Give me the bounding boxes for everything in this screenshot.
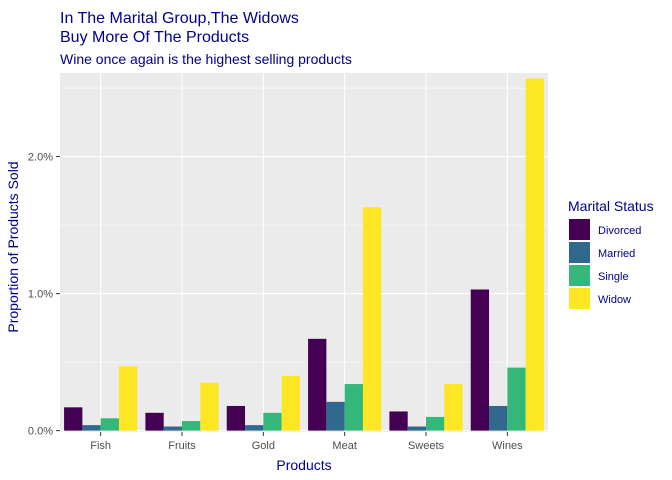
bar-divorced-sweets bbox=[389, 411, 408, 431]
legend-swatch-widow bbox=[569, 288, 590, 309]
major-gridlines bbox=[60, 73, 548, 432]
legend-label-divorced: Divorced bbox=[598, 225, 641, 237]
y-tick-label: 1.0% bbox=[28, 289, 53, 301]
legend: Marital Status Divorced Married Single Wido… bbox=[568, 198, 654, 309]
bar-divorced-gold bbox=[226, 405, 246, 431]
bar-married-sweets bbox=[407, 426, 426, 431]
bar-single-meat bbox=[344, 384, 363, 431]
x-tick-label: Wines bbox=[492, 440, 523, 452]
bar-widow-fruits bbox=[200, 382, 219, 431]
x-axis-title: Products bbox=[276, 457, 331, 473]
chart-subtitle: Wine once again is the highest selling p… bbox=[60, 51, 352, 67]
legend-swatch-divorced bbox=[569, 219, 590, 240]
y-axis-ticks: 0.0% 1.0% 2.0% bbox=[28, 152, 60, 438]
x-tick-label: Sweets bbox=[408, 440, 445, 452]
y-tick-label: 2.0% bbox=[28, 152, 53, 164]
chart-title-line1: In The Marital Group,The Widows bbox=[60, 10, 299, 27]
y-tick-label: 0.0% bbox=[28, 426, 53, 438]
bar-widow-fish bbox=[118, 366, 138, 431]
legend-label-married: Married bbox=[598, 248, 635, 260]
legend-label-widow: Widow bbox=[598, 294, 631, 306]
legend-label-single: Single bbox=[598, 271, 629, 283]
x-tick-label: Gold bbox=[252, 440, 275, 452]
bar-single-sweets bbox=[426, 416, 445, 431]
bar-divorced-meat bbox=[308, 338, 327, 431]
bar-divorced-wines bbox=[470, 289, 490, 431]
bar-married-fruits bbox=[163, 426, 182, 431]
x-tick-label: Fruits bbox=[168, 440, 196, 452]
bar-widow-gold bbox=[281, 375, 300, 431]
y-axis-title: Proportion of Products Sold bbox=[5, 161, 21, 332]
bar-married-fish bbox=[82, 425, 101, 431]
minor-gridlines bbox=[60, 87, 548, 363]
plot-panel bbox=[60, 73, 548, 432]
bar-single-wines bbox=[507, 367, 526, 431]
bar-married-wines bbox=[489, 405, 508, 431]
legend-swatch-married bbox=[569, 242, 590, 263]
x-axis-ticks: Fish Fruits Gold Meat Sweets Wines bbox=[90, 432, 523, 452]
bar-married-gold bbox=[245, 425, 264, 431]
bar-married-meat bbox=[326, 401, 345, 431]
bar-single-gold bbox=[263, 412, 282, 431]
legend-title: Marital Status bbox=[568, 198, 654, 214]
x-tick-label: Fish bbox=[90, 440, 111, 452]
bar-widow-meat bbox=[362, 207, 382, 431]
bars-group bbox=[64, 78, 544, 431]
bar-single-fruits bbox=[182, 421, 201, 431]
bar-widow-wines bbox=[525, 78, 544, 431]
bar-divorced-fruits bbox=[145, 412, 164, 431]
bar-widow-sweets bbox=[444, 384, 463, 431]
bar-divorced-fish bbox=[64, 407, 83, 431]
bar-single-fish bbox=[100, 418, 119, 431]
chart-title-line2: Buy More Of The Products bbox=[60, 29, 249, 46]
x-tick-label: Meat bbox=[332, 440, 356, 452]
legend-swatch-single bbox=[569, 265, 590, 286]
